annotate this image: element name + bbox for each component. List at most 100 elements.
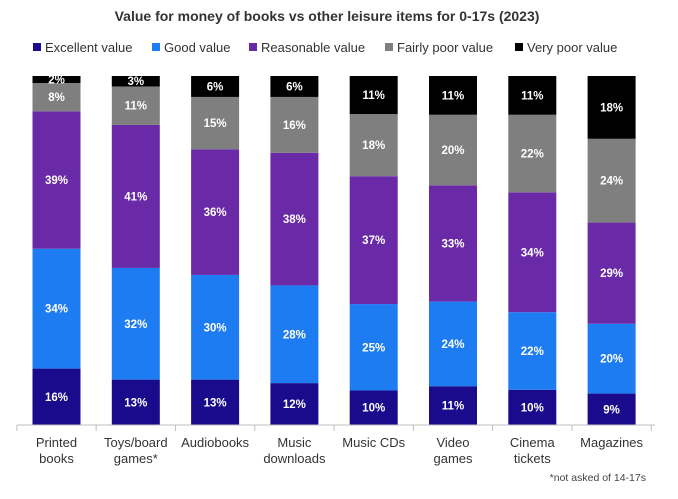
data-label: 20% (600, 354, 623, 366)
bar-segment (349, 114, 398, 177)
bar-segment (191, 379, 240, 425)
legend-swatch (385, 43, 393, 51)
x-tick-label-line: games* (114, 451, 158, 466)
x-tick-label-line: tickets (514, 451, 551, 466)
bar-segment (349, 76, 398, 115)
legend-swatch (249, 43, 257, 51)
bar-segment (429, 114, 477, 186)
data-label: 11% (442, 401, 464, 413)
data-label: 24% (600, 176, 623, 188)
data-label: 30% (204, 322, 227, 334)
data-label: 24% (441, 339, 464, 351)
data-label: 10% (521, 402, 544, 414)
bar-segment (32, 76, 81, 84)
data-label: 33% (441, 238, 464, 250)
bar-segment (270, 96, 319, 153)
bar-segment (270, 285, 319, 384)
bar-segment (111, 379, 160, 425)
data-label: 16% (283, 120, 306, 132)
data-label: 28% (283, 329, 306, 341)
bar-segment (191, 149, 240, 275)
data-label: 34% (45, 304, 68, 316)
bar-segment (587, 138, 636, 223)
x-tick-label: Magazines (580, 435, 643, 450)
data-label: 11% (363, 90, 385, 102)
legend-swatch (152, 43, 160, 51)
x-tick-label: Music downloads (263, 435, 326, 466)
legend-label: Excellent value (45, 40, 132, 55)
bar-segment (349, 304, 398, 391)
bar-segment (349, 176, 398, 305)
bar-segment (508, 114, 557, 193)
data-label: 6% (207, 81, 224, 93)
legend-swatch (515, 43, 523, 51)
bar-segment (587, 222, 636, 324)
bar-segment (508, 389, 557, 425)
bar-segment (508, 192, 557, 313)
data-label: 18% (362, 140, 385, 152)
data-label: 10% (362, 403, 385, 415)
legend-label: Good value (164, 40, 231, 55)
legend-swatch (33, 43, 41, 51)
data-label: 20% (441, 145, 464, 157)
data-label: 11% (125, 101, 147, 113)
x-tick-label-line: Audiobooks (181, 435, 249, 450)
bar-segment (270, 383, 319, 425)
bar-segment (349, 390, 398, 425)
bar-segment (587, 76, 636, 139)
bar-segment (111, 124, 160, 268)
bar-segment (270, 76, 319, 97)
x-tick-label: Toys/board games* (104, 435, 168, 466)
x-tick-label-line: downloads (263, 451, 326, 466)
x-tick-label-line: Cinema (510, 435, 556, 450)
bar-segment (111, 86, 160, 125)
data-label: 32% (124, 319, 147, 331)
bar-segment (32, 111, 81, 249)
bar-segment (429, 386, 477, 425)
legend: Excellent value Good value Reasonable valu… (33, 40, 617, 55)
data-label: 2% (48, 75, 65, 87)
x-tick-label: Audiobooks (181, 435, 249, 450)
bar-segment (508, 312, 557, 390)
data-label: 25% (362, 342, 385, 354)
data-label: 8% (48, 92, 65, 104)
data-label: 34% (521, 247, 544, 259)
x-tick-label: Cinema tickets (510, 435, 556, 466)
bar-segment (111, 76, 160, 87)
data-label: 22% (521, 346, 544, 358)
data-label: 22% (521, 149, 544, 161)
data-label: 11% (521, 90, 543, 102)
bars: 16% 34% 39% 8% 2% 13% 32% 41% 11% 3% 13% 30% 36% 15% 6… (32, 75, 636, 425)
x-tick-label: Music CDs (342, 435, 405, 450)
data-label: 37% (362, 235, 385, 247)
bar-segment (429, 301, 477, 387)
bar-segment (111, 267, 160, 380)
chart-title: Value for money of books vs other leisur… (115, 8, 540, 24)
bar-segment (587, 323, 636, 394)
data-label: 12% (283, 399, 306, 411)
bar-segment (191, 76, 240, 97)
bar-segment (32, 83, 81, 112)
x-tick-label: Video games (433, 435, 473, 466)
bar-segment (191, 274, 240, 380)
bar-segment (32, 248, 81, 369)
data-label: 13% (204, 397, 227, 409)
data-label: 16% (45, 392, 68, 404)
data-label: 6% (286, 81, 303, 93)
x-tick-label: Printed books (36, 435, 77, 466)
bar-segment (587, 393, 636, 425)
bar-segment (429, 76, 477, 115)
legend-label: Fairly poor value (397, 40, 493, 55)
x-tick-label-line: Video (436, 435, 469, 450)
x-tick-label-line: Printed (36, 435, 77, 450)
bar-segment (429, 185, 477, 302)
data-label: 39% (45, 175, 68, 187)
bar-segment (191, 96, 240, 150)
data-label: 15% (204, 118, 227, 130)
data-label: 9% (603, 404, 620, 416)
data-label: 11% (442, 90, 464, 102)
bar-segment (270, 152, 319, 286)
data-label: 36% (204, 207, 227, 219)
data-label: 41% (124, 191, 147, 203)
